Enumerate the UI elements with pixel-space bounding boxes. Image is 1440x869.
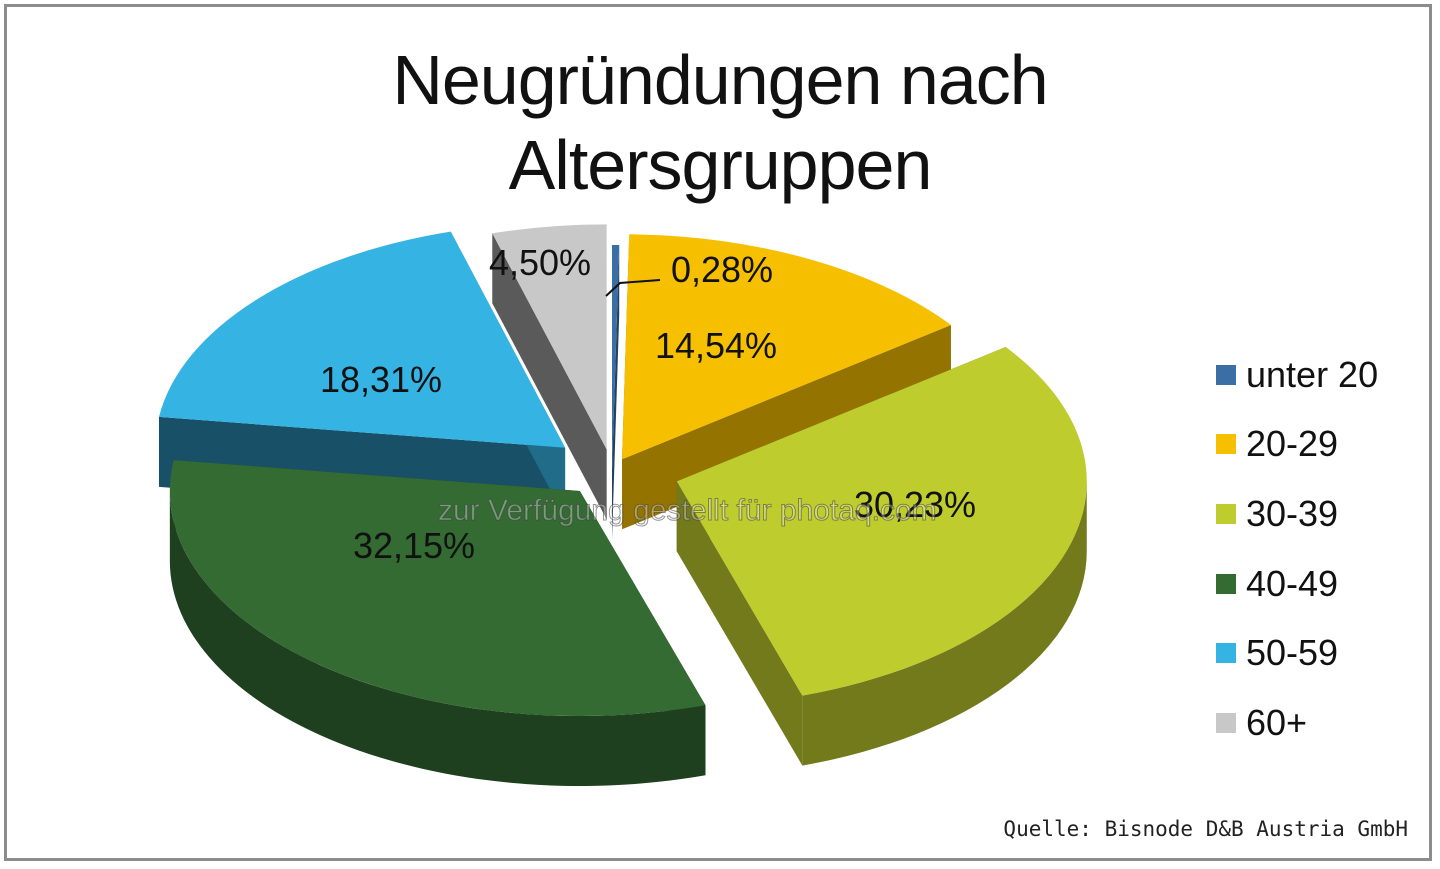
slice-40-49 [169,460,706,717]
data-label-unter-20: 0,28% [671,249,773,290]
slice-60plus [492,224,607,450]
slice-rim-40-49 [169,491,706,787]
legend-swatch [1216,434,1236,455]
chart-title-line-1: Neugründungen nach [392,41,1048,119]
legend-label: 20-29 [1246,423,1339,465]
data-label-30-39: 30,23% [854,484,976,525]
slice-20-29 [622,234,951,460]
legend-item-40-49: 40-49 [1216,549,1378,619]
legend-swatch [1216,503,1236,524]
legend-label: 40-49 [1246,562,1339,604]
slice-50-59 [158,231,566,448]
data-label-40-49: 32,15% [353,525,475,566]
pie-tops [158,224,1087,717]
source-note: Quelle: Bisnode D&B Austria GmbH [1003,817,1408,841]
pie-labels: 0,28% 14,54% 30,23% 32,15% 18,31% 4,50% [320,242,976,566]
legend-label: 30-39 [1246,492,1339,534]
legend-swatch [1216,573,1236,594]
legend-item-20-29: 20-29 [1216,410,1378,480]
data-label-60plus: 4,50% [489,242,591,283]
legend: unter 20 20-29 30-39 40-49 50-59 60+ [1216,340,1378,758]
slice-wall-unter-20 [612,245,620,541]
data-label-20-29: 14,54% [655,325,777,366]
slice-rim-30-39 [802,481,1087,766]
legend-item-unter-20: unter 20 [1216,340,1378,410]
slice-wall-30-39 [676,481,803,766]
legend-label: 60+ [1246,701,1308,743]
slice-unter-20 [612,245,620,470]
leader-line-unter-20 [605,279,661,297]
chart-frame [4,4,1432,861]
legend-swatch [1216,364,1236,385]
legend-label: unter 20 [1246,353,1379,395]
chart-title-line-2: Altersgruppen [508,126,933,204]
watermark: zur Verfügung gestellt für photaq.com [438,494,938,528]
legend-swatch [1216,712,1236,733]
slice-wall-60plus [492,233,607,520]
legend-item-60-plus: 60+ [1216,688,1378,758]
legend-swatch [1216,643,1236,664]
slice-30-39 [676,347,1087,696]
legend-label: 50-59 [1246,632,1339,674]
data-label-50-59: 18,31% [320,359,442,400]
legend-item-30-39: 30-39 [1216,479,1378,549]
legend-item-50-59: 50-59 [1216,618,1378,688]
